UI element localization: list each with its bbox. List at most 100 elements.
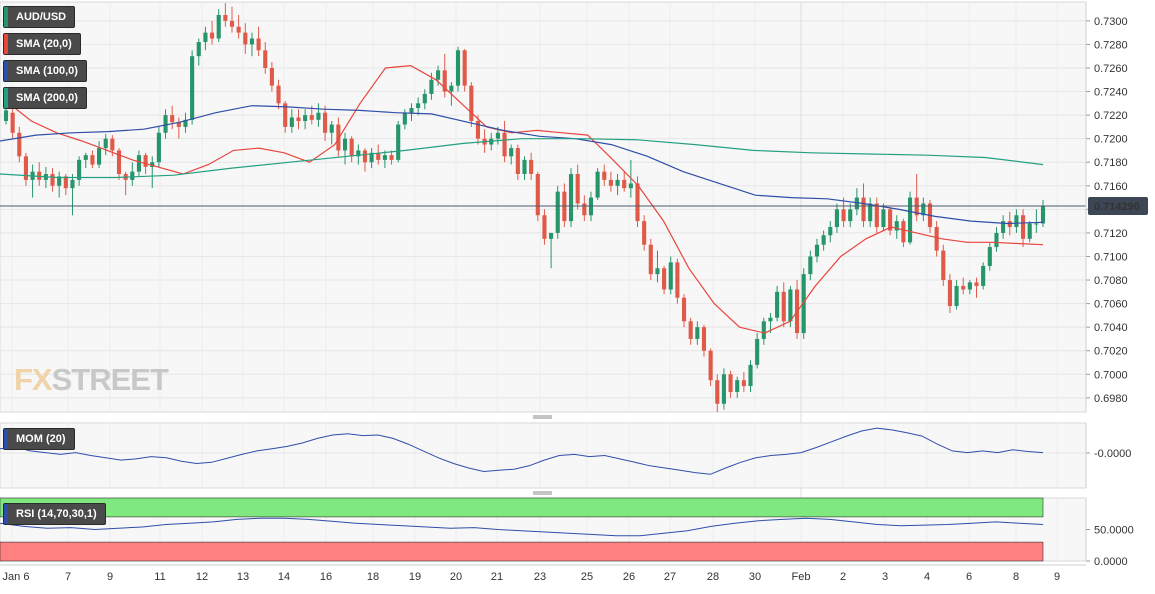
candle-body: [289, 117, 294, 127]
legend-sma20[interactable]: SMA (20,0): [3, 33, 81, 55]
candle-body: [349, 138, 354, 157]
rsi-swatch: [4, 504, 8, 524]
candle-body: [961, 285, 966, 290]
date-tick-label: 6: [966, 571, 972, 583]
legend-rsi[interactable]: RSI (14,70,30,1): [3, 503, 106, 525]
candle-body: [296, 117, 301, 121]
candle-body: [655, 268, 660, 275]
candle-body: [203, 32, 208, 43]
candle-body: [243, 32, 248, 45]
candle-body: [582, 203, 587, 216]
candle-body: [116, 150, 122, 175]
date-tick-label: 8: [1013, 571, 1019, 583]
price-panel-bg: [0, 1, 1087, 413]
candle-body: [854, 197, 859, 210]
candle-body: [77, 159, 82, 180]
mom-tick-label: -0.0000: [1094, 448, 1131, 460]
candle-body: [668, 262, 673, 290]
candle-body: [502, 132, 507, 157]
candle-body: [156, 132, 161, 163]
candle-body: [210, 32, 215, 39]
price-tick-label: 0.7280: [1094, 39, 1128, 51]
candle-body: [642, 221, 647, 245]
candle-body: [967, 282, 972, 290]
legend-sma100[interactable]: SMA (100,0): [3, 60, 87, 82]
date-tick-label: 30: [749, 571, 761, 583]
candle-body: [874, 203, 879, 228]
candle-body: [316, 112, 321, 120]
candle-body: [376, 152, 381, 160]
candle-body: [449, 85, 454, 92]
candle-body: [1040, 205, 1046, 224]
candle-body: [662, 268, 667, 290]
candle-body: [841, 209, 846, 222]
price-axis: 0.7300 0.7280 0.7260 0.7240 0.7220 0.7200 0.71…: [1085, 2, 1148, 412]
candle-body: [894, 221, 899, 231]
candle-body: [868, 203, 873, 222]
candle-body: [575, 174, 580, 204]
candle-body: [342, 138, 348, 151]
legend-instrument[interactable]: AUD/USD: [3, 6, 76, 28]
date-axis: Jan 6 7 9 11 12 13 14 16 18 19 20 21 23 25 26 27 28 30 Feb…: [0, 564, 1086, 583]
candle-body: [462, 50, 467, 86]
candle-body: [3, 110, 9, 121]
candle-body: [263, 50, 268, 68]
legend-mom-label: MOM (20): [16, 433, 66, 445]
watermark-fx: FX: [14, 362, 53, 397]
legend-sma200-label: SMA (200,0): [16, 92, 78, 104]
candle-body: [422, 93, 427, 104]
sma100-line: [0, 105, 1044, 225]
candle-body: [309, 115, 314, 120]
candle-body: [143, 155, 148, 167]
candle-body: [409, 108, 414, 113]
candle-body: [735, 380, 740, 392]
candle-body: [442, 70, 447, 92]
instrument-swatch: [4, 7, 8, 27]
candle-body: [542, 215, 547, 239]
candle-body: [509, 148, 514, 157]
candle-body: [396, 124, 401, 160]
candle-body: [622, 179, 627, 189]
date-tick-label: 18: [367, 571, 379, 583]
candle-body: [555, 191, 560, 233]
candle-body: [269, 67, 274, 86]
price-tick-label: 0.7100: [1094, 251, 1128, 263]
candle-body: [356, 150, 361, 157]
candle-body: [229, 20, 235, 27]
candle-body: [515, 148, 520, 175]
date-tick-label: Jan 6: [3, 571, 30, 583]
candle-body: [97, 148, 102, 165]
date-tick-label: 27: [664, 571, 676, 583]
candle-body: [728, 374, 733, 392]
candle-body: [648, 244, 653, 275]
candle-body: [608, 179, 613, 186]
sma20-swatch: [4, 34, 8, 54]
candle-body: [768, 317, 773, 322]
candle-body: [934, 227, 939, 251]
candle-body: [755, 338, 760, 365]
date-tick-label: 13: [237, 571, 249, 583]
legend-sma200[interactable]: SMA (200,0): [3, 87, 87, 109]
date-tick-label: 7: [65, 571, 71, 583]
date-tick-label: 12: [196, 571, 208, 583]
candle-body: [336, 124, 341, 151]
candle-body: [323, 112, 328, 133]
price-tick-label: 0.7220: [1094, 110, 1128, 122]
candle-body: [688, 321, 693, 339]
date-tick-label: 2: [840, 571, 846, 583]
date-tick-label: 4: [924, 571, 930, 583]
candle-body: [223, 14, 228, 21]
candle-body: [303, 115, 308, 121]
candle-body: [848, 209, 853, 222]
candle-body: [236, 26, 241, 33]
legend-mom[interactable]: MOM (20): [3, 428, 75, 450]
candle-body: [974, 282, 979, 286]
candle-body: [369, 152, 374, 163]
candle-body: [568, 174, 574, 222]
candle-body: [50, 174, 55, 186]
candle-body: [808, 256, 813, 275]
legend-rsi-label: RSI (14,70,30,1): [16, 508, 97, 520]
candle-body: [10, 112, 15, 133]
candle-body: [17, 132, 22, 157]
